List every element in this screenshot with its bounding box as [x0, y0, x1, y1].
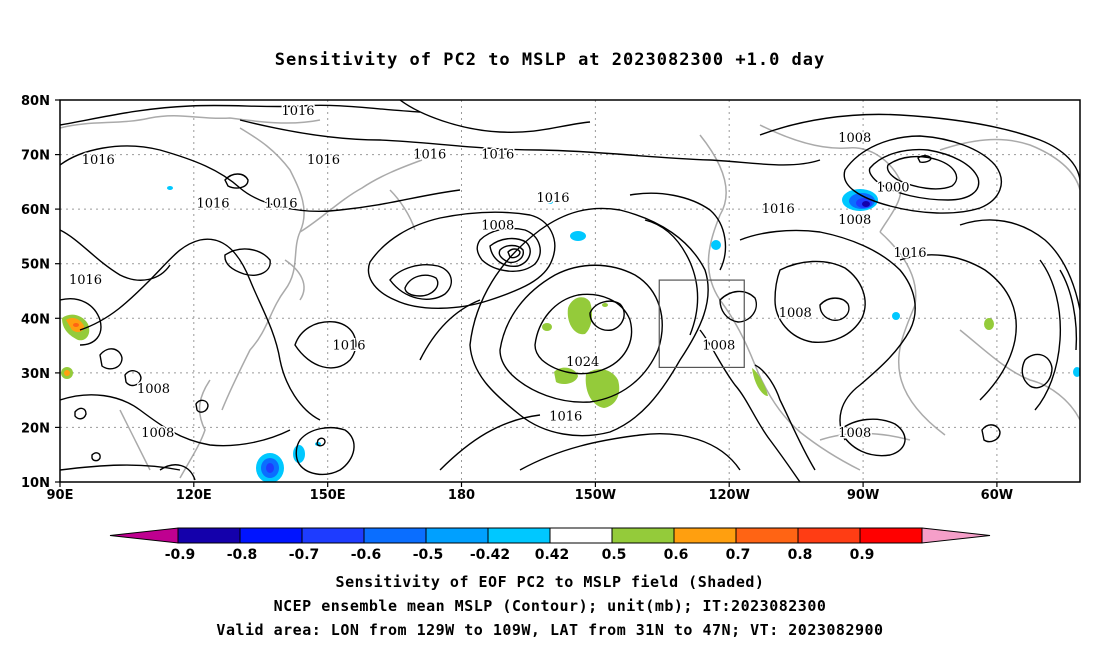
colorbar-tick-label: 0.6: [664, 547, 689, 563]
contour-label: 1016: [332, 339, 365, 354]
colorbar-tick-label: -0.42: [470, 547, 510, 563]
colorbar-tick-label: -0.9: [165, 547, 196, 563]
negative-patch-small: [167, 186, 173, 190]
mslp-contours: [60, 100, 1080, 482]
positive-patch-california: [752, 368, 768, 396]
positive-patch-small: [542, 323, 552, 331]
lat-label-60n: 60N: [21, 203, 50, 218]
lat-label-10n: 10N: [21, 476, 50, 491]
colorbar-tick-label: 0.42: [535, 547, 570, 563]
lon-label-150w: 150W: [575, 488, 616, 503]
contour-labels: 1016 1016 1016 1016 1016 1016 1016 1016 1008 1016…: [67, 102, 928, 442]
contour-label: 1016: [264, 197, 297, 212]
positive-patch-west-strong-core: [73, 323, 79, 327]
caption-line-2: NCEP ensemble mean MSLP (Contour); unit(…: [273, 597, 827, 615]
longitude-axis: 90E 120E 150E 180 150W 120W 90W 60W: [47, 482, 1013, 503]
colorbar-tick-label: -0.7: [289, 547, 320, 563]
negative-patch-western-pacific-core: [266, 463, 274, 473]
map-frame: [59, 99, 1081, 483]
lon-label-60w: 60W: [981, 488, 1013, 503]
colorbar-low-end: [109, 527, 179, 544]
contour-label: 1008: [838, 426, 871, 441]
positive-patch-west-edge: [64, 370, 70, 376]
positive-patch-subtropical: [585, 369, 620, 408]
map-title: Sensitivity of PC2 to MSLP at 2023082300…: [274, 50, 826, 70]
lon-label-90e: 90E: [47, 488, 74, 503]
positive-patch-east: [984, 318, 994, 330]
sensitivity-shading: [61, 186, 1080, 482]
colorbar-tick-label: 0.9: [850, 547, 875, 563]
colorbar-segment: [549, 527, 613, 544]
caption-line-3: Valid area: LON from 129W to 109W, LAT f…: [216, 621, 884, 639]
colorbar-tick-label: 0.8: [788, 547, 813, 563]
lon-label-120w: 120W: [708, 488, 749, 503]
map-plot-area: [60, 100, 1080, 482]
contour-label: 1008: [481, 219, 514, 234]
contour-label: 1016: [893, 246, 926, 261]
valid-area-box: [658, 279, 745, 369]
contour-label: 1016: [536, 191, 569, 206]
contour-label: 1016: [281, 104, 314, 119]
negative-patch-small: [547, 200, 553, 204]
colorbar-segment: [611, 527, 675, 544]
contour-label: 1008: [838, 131, 871, 146]
contour-label: 1008: [838, 213, 871, 228]
lat-label-70n: 70N: [21, 149, 50, 164]
contour-label: 1016: [82, 153, 115, 168]
lat-label-50n: 50N: [21, 258, 50, 273]
colorbar: -0.9 -0.8 -0.7 -0.6 -0.5 -0.42 0.42 0.5 0.6 0.7 0.…: [109, 527, 991, 563]
negative-patch-hudson-core: [862, 201, 870, 207]
colorbar-tick-label: -0.8: [227, 547, 258, 563]
colorbar-segment: [177, 527, 241, 544]
negative-patch-western-pacific-east: [293, 445, 305, 463]
contour-label: 1016: [762, 202, 795, 217]
contour-label: 1024: [566, 355, 599, 370]
lat-label-20n: 20N: [21, 421, 50, 436]
contour-label: 1000: [876, 180, 909, 195]
contour-label: 1008: [779, 306, 812, 321]
colorbar-segment: [797, 527, 861, 544]
caption-line-1: Sensitivity of EOF PC2 to MSLP field (Sh…: [335, 573, 765, 591]
positive-patch-subtropical-west: [554, 367, 578, 384]
contour-label: 1016: [549, 410, 582, 425]
positive-patch-central-pacific: [567, 297, 593, 335]
contour-label: 1008: [141, 426, 174, 441]
lon-label-120e: 120E: [176, 488, 212, 503]
positive-patch-small: [602, 303, 608, 307]
colorbar-tick-label: -0.5: [413, 547, 444, 563]
lon-label-150e: 150E: [310, 488, 346, 503]
colorbar-segment: [301, 527, 365, 544]
colorbar-tick-label: 0.7: [726, 547, 751, 563]
negative-patch-small: [1073, 367, 1080, 377]
negative-patch-alaska: [570, 231, 586, 241]
contour-label: 1016: [69, 273, 102, 288]
lat-label-40n: 40N: [21, 312, 50, 327]
latitude-axis: 80N 70N 60N 50N 40N 30N 20N 10N: [21, 94, 60, 491]
lat-label-80n: 80N: [21, 94, 50, 109]
colorbar-tick-label: -0.6: [351, 547, 382, 563]
sensitivity-map: 1016 1016 1016 1016 1016 1016 1016 1016 1008 1016…: [21, 94, 1081, 563]
contour-label: 1008: [702, 339, 735, 354]
colorbar-segment: [425, 527, 489, 544]
colorbar-high-end: [921, 527, 991, 544]
colorbar-segment: [487, 527, 551, 544]
contour-label: 1016: [413, 148, 446, 163]
contour-label: 1008: [137, 382, 170, 397]
colorbar-segment: [673, 527, 737, 544]
colorbar-segment: [859, 527, 923, 544]
contour-label: 1016: [481, 148, 514, 163]
colorbar-segment: [363, 527, 427, 544]
contour-label: 1016: [307, 153, 340, 168]
colorbar-segment: [735, 527, 799, 544]
lon-label-90w: 90W: [847, 488, 879, 503]
negative-patch-gulf-alaska: [711, 240, 721, 250]
negative-patch-small: [892, 312, 900, 320]
lon-label-180: 180: [448, 488, 475, 503]
colorbar-segment: [239, 527, 303, 544]
lat-label-30n: 30N: [21, 367, 50, 382]
contour-label: 1016: [196, 197, 229, 212]
colorbar-tick-label: 0.5: [602, 547, 627, 563]
